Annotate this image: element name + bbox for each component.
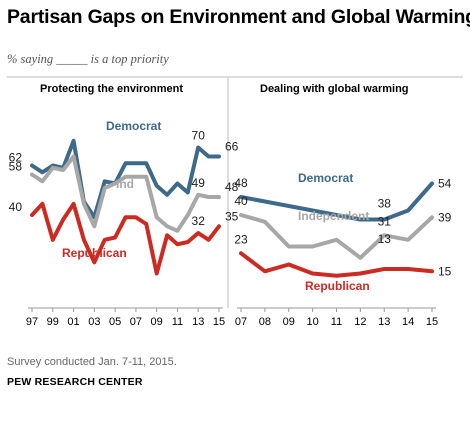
republican-start-value: 23: [234, 232, 248, 246]
global-warming-panel: Dealing with global warming 07 08 09 10 11 12 1…: [234, 83, 451, 328]
x-tick-label: 11: [172, 316, 183, 328]
republican-start-value: 40: [9, 200, 23, 214]
democrat-start-value: 48: [234, 176, 248, 190]
x-tick-label: 12: [354, 316, 366, 328]
x-tick-label: 97: [26, 316, 38, 328]
republican-line: [239, 251, 434, 278]
x-tick-label: 07: [130, 316, 142, 328]
democrat-line: [239, 181, 434, 222]
democrat-end-value: 66: [225, 140, 239, 154]
republican-end-value: 35: [225, 209, 239, 223]
x-tick-label: 99: [47, 316, 59, 328]
x-tick-label: 08: [259, 316, 271, 328]
democrat-start-value: 62: [9, 151, 23, 165]
x-tick-label: 13: [192, 316, 204, 328]
x-tick-label: 10: [307, 316, 319, 328]
independent-end-value: 39: [438, 210, 452, 224]
democrat-end-value: 54: [438, 177, 452, 191]
republican-peak-value: 32: [192, 214, 206, 228]
democrat-peak-value: 70: [192, 129, 206, 143]
independent-peak-value: 31: [378, 214, 392, 228]
chart-subtitle: % saying _____ is a top priority: [7, 52, 169, 66]
panel-title: Dealing with global warming: [260, 83, 409, 95]
republican-peak-value: 13: [378, 232, 392, 246]
survey-note: Survey conducted Jan. 7-11, 2015.: [7, 356, 177, 368]
democrat-series-label: Democrat: [298, 171, 353, 185]
x-tick-label: 11: [331, 316, 342, 328]
chart-title: Partisan Gaps on Environment and Global …: [7, 6, 470, 28]
x-tick-label: 14: [402, 316, 414, 328]
x-tick-label: 07: [235, 316, 247, 328]
republican-series-label: Republican: [62, 246, 127, 260]
chart-area: Protecting the environment 97 99 01 03 05 07 09…: [7, 76, 463, 328]
independent-peak-value: 49: [192, 176, 206, 190]
independent-end-value: 48: [225, 180, 239, 194]
independent-line: [30, 154, 221, 233]
x-tick-label: 15: [213, 316, 225, 328]
x-tick-label: 01: [67, 316, 79, 328]
independent-line: [239, 213, 434, 260]
independent-start-value: 40: [234, 194, 248, 208]
environment-panel: Protecting the environment 97 99 01 03 05 07 09…: [9, 83, 239, 328]
x-tick-label: 09: [151, 316, 163, 328]
x-tick-label: 05: [109, 316, 121, 328]
republican-end-value: 15: [438, 264, 452, 278]
x-tick-label: 13: [378, 316, 390, 328]
independent-series-label: Ind: [116, 177, 134, 191]
source-credit: PEW RESEARCH CENTER: [7, 376, 143, 388]
democrat-peak-value: 38: [378, 197, 392, 211]
panel-title: Protecting the environment: [40, 83, 183, 95]
independent-series-label: Independent: [298, 209, 369, 223]
independent-start-value: 58: [9, 160, 23, 174]
republican-line: [30, 201, 221, 276]
democrat-series-label: Democrat: [106, 119, 161, 133]
x-tick-label: 15: [426, 316, 438, 328]
x-tick-label: 09: [283, 316, 295, 328]
republican-series-label: Republican: [305, 279, 370, 293]
x-tick-label: 03: [88, 316, 100, 328]
